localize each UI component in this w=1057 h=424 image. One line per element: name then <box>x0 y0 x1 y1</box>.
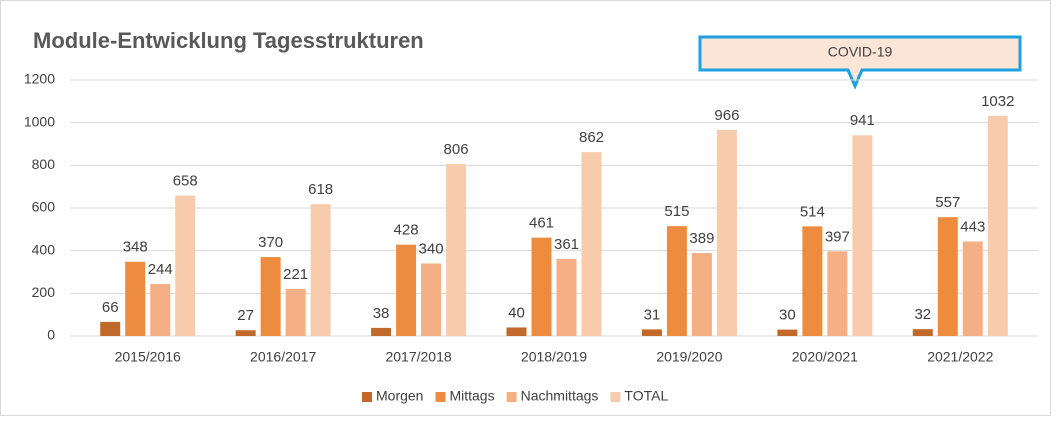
data-label: 27 <box>237 307 254 324</box>
bar <box>396 244 417 336</box>
data-label: 514 <box>800 203 825 220</box>
callout-text: COVID-19 <box>828 44 893 60</box>
bar <box>641 329 662 336</box>
data-label: 32 <box>914 306 931 323</box>
bar <box>827 251 848 336</box>
bar <box>716 129 737 336</box>
y-tick-label: 1200 <box>24 71 55 87</box>
bar <box>581 152 602 336</box>
data-label: 361 <box>554 236 579 253</box>
data-label: 443 <box>960 218 985 235</box>
data-label: 658 <box>173 173 198 190</box>
x-tick-label: 2020/2021 <box>792 349 858 365</box>
data-label: 557 <box>935 194 960 211</box>
data-label: 348 <box>123 239 148 256</box>
data-label: 389 <box>689 230 714 247</box>
x-tick-label: 2018/2019 <box>521 349 587 365</box>
bar <box>962 241 983 336</box>
bar <box>691 253 712 336</box>
data-label: 244 <box>148 261 173 278</box>
bar <box>556 258 577 336</box>
y-tick-label: 200 <box>32 284 56 300</box>
bar <box>912 329 933 336</box>
legend-swatch <box>506 392 517 402</box>
data-label: 966 <box>714 107 739 124</box>
x-tick-label: 2019/2020 <box>656 349 722 365</box>
data-label: 1032 <box>981 93 1014 110</box>
x-tick-label: 2017/2018 <box>385 349 451 365</box>
bar <box>777 329 798 336</box>
bar <box>446 164 467 336</box>
bar <box>285 288 306 336</box>
bar <box>150 283 171 336</box>
data-label: 397 <box>825 228 850 245</box>
data-label: 862 <box>579 129 604 146</box>
callout: COVID-19 <box>698 35 1022 90</box>
y-tick-label: 600 <box>32 199 56 215</box>
bar <box>235 330 256 336</box>
legend-label: Mittags <box>449 388 494 404</box>
data-label: 38 <box>373 305 390 322</box>
data-label: 370 <box>258 234 283 251</box>
bar <box>260 257 281 336</box>
data-label: 941 <box>850 112 875 129</box>
x-tick-label: 2015/2016 <box>115 349 181 365</box>
bar <box>100 321 121 336</box>
data-label: 31 <box>644 306 661 323</box>
chart-title: Module-Entwicklung Tagesstrukturen <box>33 28 424 53</box>
y-tick-label: 400 <box>32 241 56 257</box>
bar <box>852 135 873 336</box>
data-label: 806 <box>444 141 469 158</box>
x-tick-label: 2016/2017 <box>250 349 316 365</box>
bar <box>987 115 1008 336</box>
y-tick-label: 800 <box>32 156 56 172</box>
bar <box>666 226 687 336</box>
y-tick-label: 0 <box>47 327 55 343</box>
data-label: 40 <box>508 304 525 321</box>
bar <box>506 327 527 336</box>
data-label: 428 <box>394 222 419 239</box>
data-label: 461 <box>529 215 554 232</box>
bar <box>937 217 958 336</box>
bar <box>531 237 552 336</box>
legend-label: TOTAL <box>624 388 668 404</box>
callout-box <box>698 35 1022 90</box>
legend-swatch <box>610 392 621 402</box>
legend-swatch <box>362 392 372 402</box>
bar <box>421 263 442 336</box>
bar <box>125 261 146 336</box>
legend-label: Nachmittags <box>521 388 599 404</box>
data-label: 515 <box>664 203 689 220</box>
legend-swatch <box>435 392 446 402</box>
data-label: 221 <box>283 266 308 283</box>
bar <box>371 327 392 336</box>
bar <box>802 226 823 336</box>
x-tick-label: 2021/2022 <box>927 349 993 365</box>
data-label: 30 <box>779 307 796 324</box>
bar <box>175 195 196 336</box>
bar <box>310 204 331 336</box>
data-label: 340 <box>419 240 444 257</box>
y-tick-label: 1000 <box>24 113 55 129</box>
legend-label: Morgen <box>376 388 423 404</box>
data-label: 66 <box>102 299 119 316</box>
data-label: 618 <box>308 181 333 198</box>
